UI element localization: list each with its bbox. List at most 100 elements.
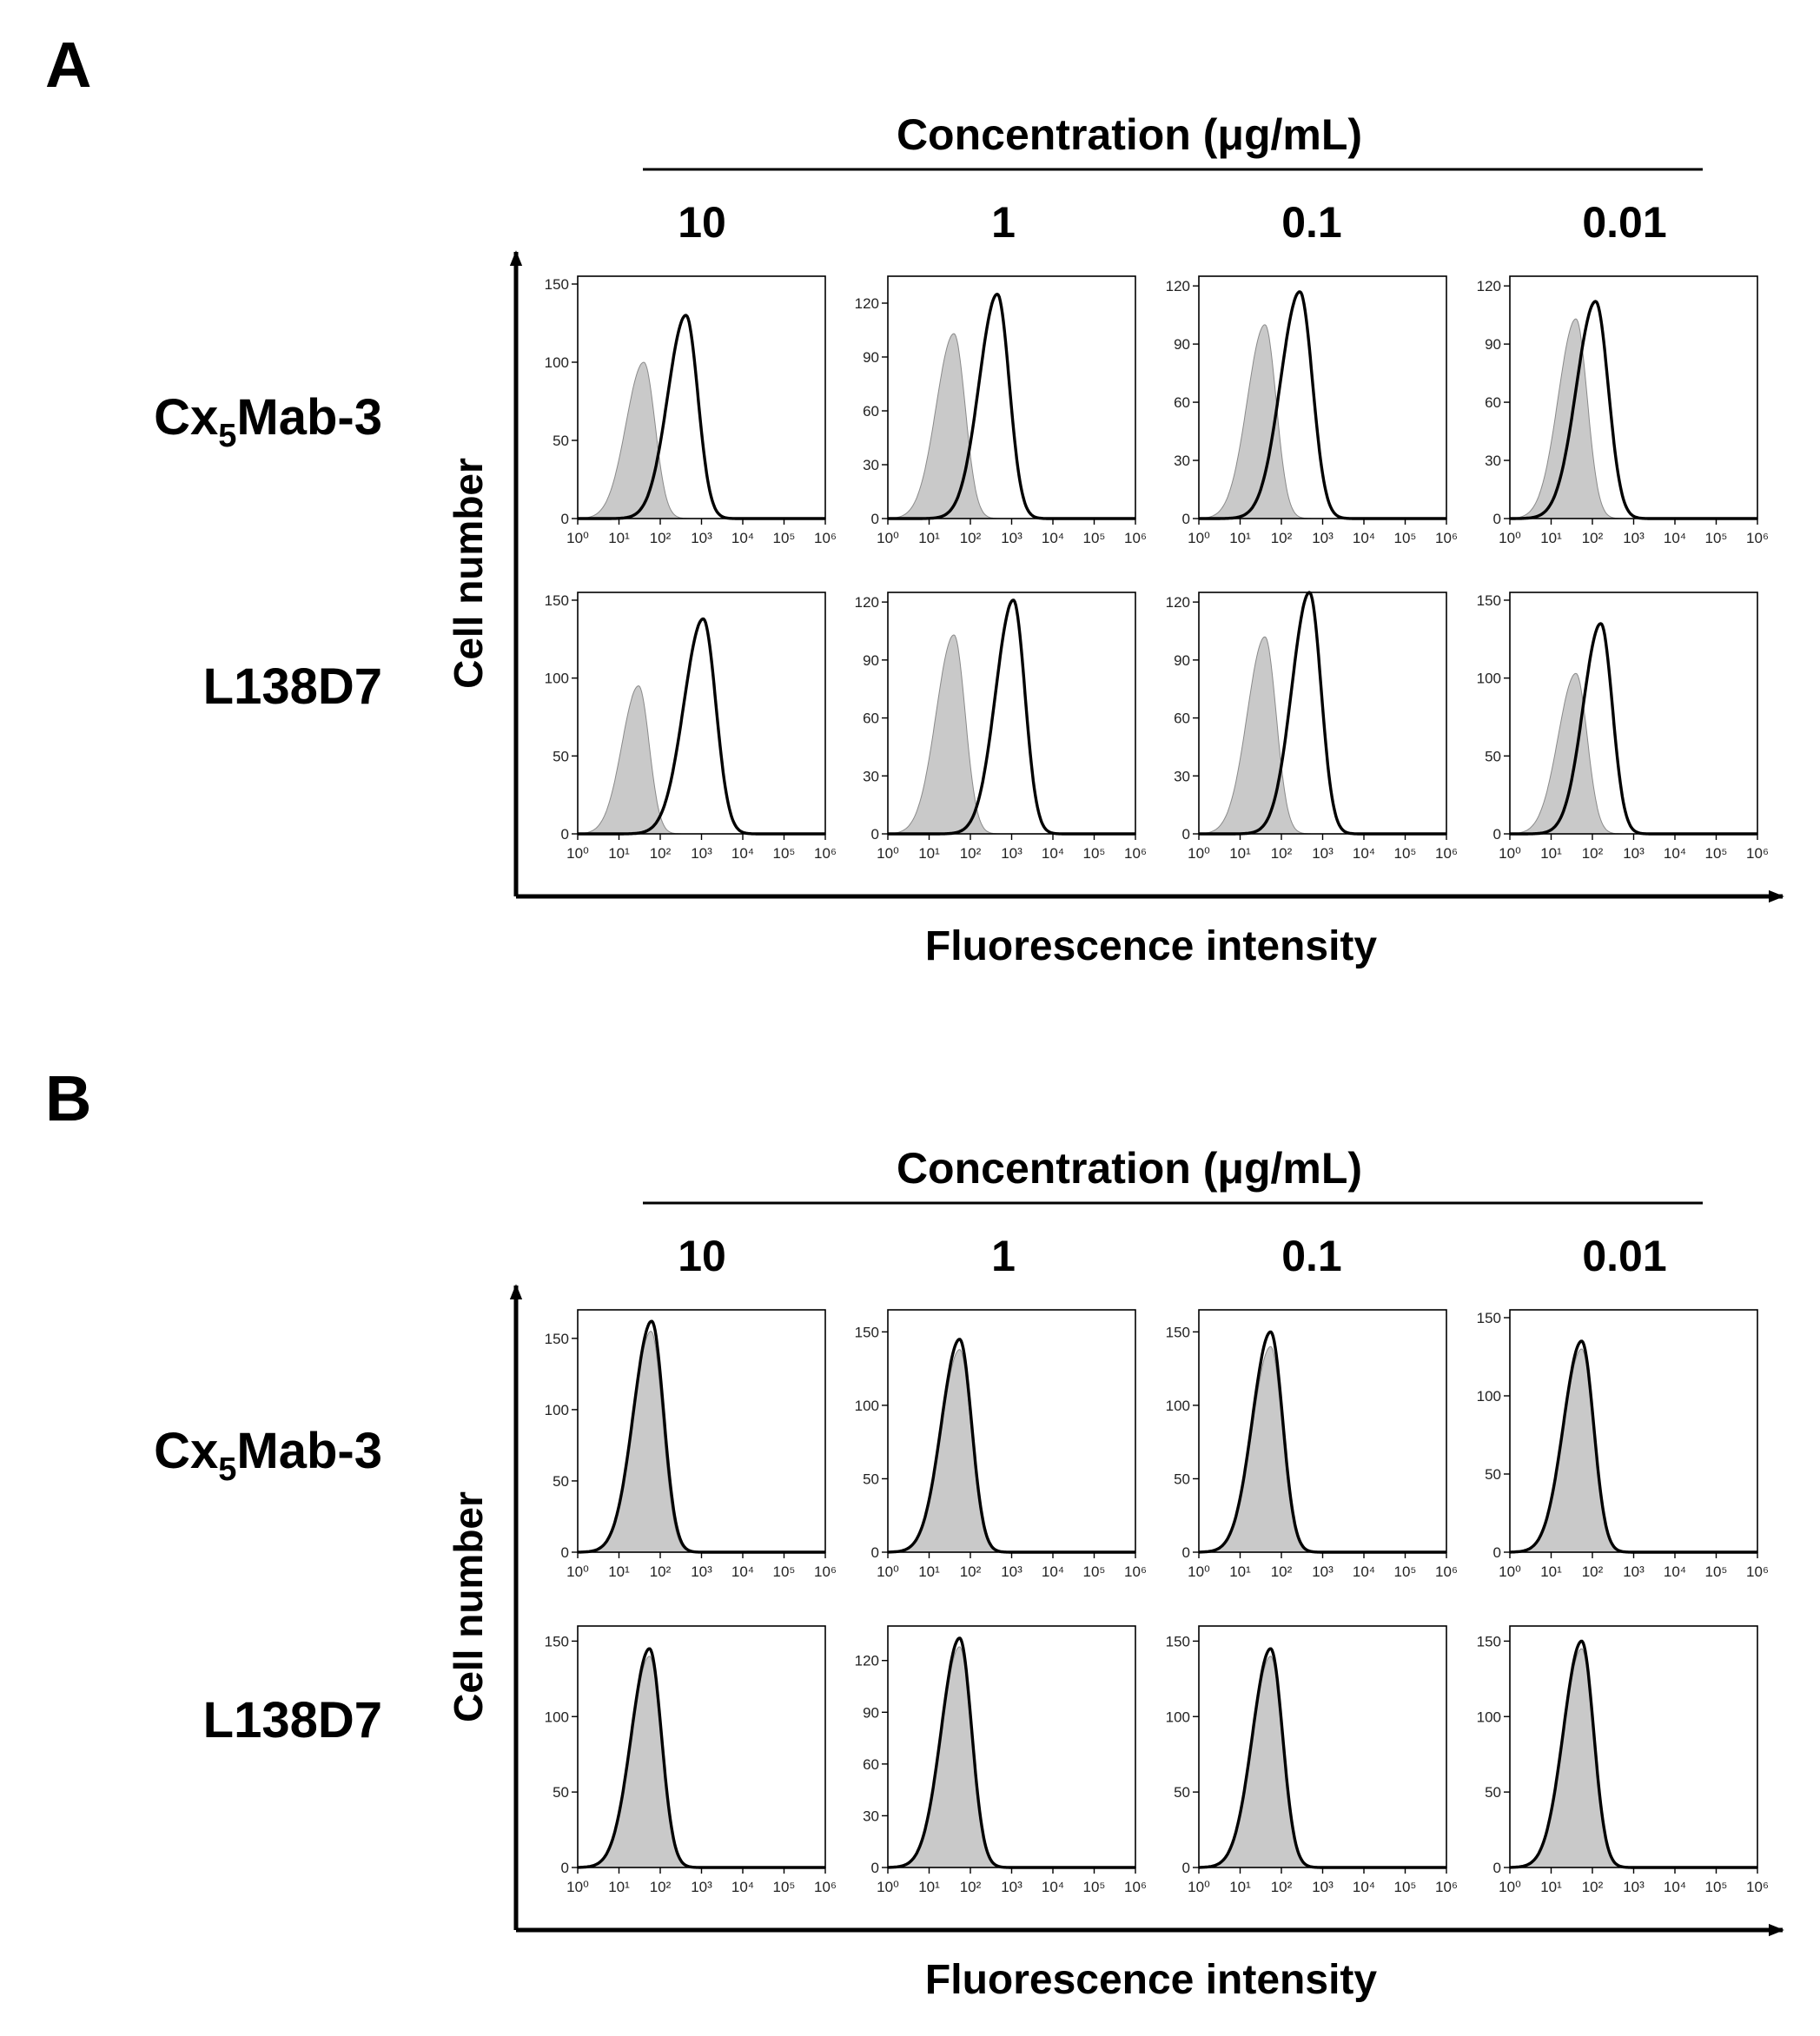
y-tick-label: 120 [855,594,879,611]
x-tick-label: 10⁵ [773,1563,796,1580]
x-tick-label: 10⁰ [1499,845,1521,862]
y-tick-label: 100 [1477,1709,1501,1725]
control-histogram [1198,324,1446,519]
x-tick-label: 10⁰ [566,530,589,546]
x-tick-label: 10⁵ [1394,530,1417,546]
x-tick-label: 10⁰ [1188,845,1210,862]
x-tick-label: 10³ [1001,1563,1023,1580]
x-tick-label: 10⁴ [1664,845,1686,862]
y-tick-label: 90 [863,1704,879,1721]
histogram-cx5mab-3-1: 0 30 60 90 120 10⁰ 10¹ 10² 10³ 10⁴ 10⁵ 10⁶ [855,275,1147,546]
y-tick-label: 0 [871,1544,879,1561]
y-tick-label: 60 [1485,394,1501,411]
sample-histogram [1509,1639,1758,1869]
x-tick-label: 10⁶ [1124,530,1147,546]
y-tick-label: 60 [863,403,879,420]
x-tick-label: 10⁶ [814,1879,837,1895]
x-tick-label: 10³ [1623,530,1645,546]
x-tick-label: 10⁰ [566,1563,589,1580]
y-tick-label: 150 [1477,1633,1501,1649]
y-tick-label: 90 [863,652,879,669]
x-tick-label: 10³ [1623,1563,1645,1580]
histogram-l138d7-10: 0 50 100 150 10⁰ 10¹ 10² 10³ 10⁴ 10⁵ 10⁶ [545,592,837,862]
x-tick-label: 10³ [691,1563,712,1580]
x-tick-label: 10⁵ [1705,845,1728,862]
x-tick-label: 10⁵ [773,530,796,546]
y-tick-label: 150 [545,1633,569,1649]
x-tick-label: 10⁵ [1705,1563,1728,1580]
control-histogram [887,634,1135,835]
x-tick-label: 10² [650,845,672,862]
y-tick-label: 150 [1166,1324,1190,1340]
y-tick-label: 0 [561,1544,569,1561]
x-tick-label: 10¹ [918,1563,940,1580]
x-tick-label: 10³ [1623,1879,1645,1895]
y-tick-label: 120 [855,1653,879,1669]
histogram-l138d7-1: 0 30 60 90 120 10⁰ 10¹ 10² 10³ 10⁴ 10⁵ 10⁶ [855,1625,1147,1895]
x-tick-label: 10⁴ [1664,1879,1686,1895]
y-tick-label: 150 [545,276,569,293]
y-tick-label: 0 [1493,511,1501,527]
y-tick-label: 50 [553,1473,569,1490]
y-tick-label: 50 [1485,748,1501,764]
concentration-label-0.1: 0.1 [1281,198,1342,247]
y-tick-label: 60 [863,711,879,727]
x-tick-label: 10² [650,1563,672,1580]
x-tick-label: 10⁴ [1664,530,1686,546]
x-tick-label: 10⁶ [1124,1563,1147,1580]
x-tick-label: 10² [650,530,672,546]
y-tick-label: 150 [1166,1633,1190,1649]
y-tick-label: 100 [855,1398,879,1414]
histogram-cx5mab-3-0.01: 0 50 100 150 10⁰ 10¹ 10² 10³ 10⁴ 10⁵ 10⁶ [1477,1309,1769,1580]
histogram-cx5mab-3-0.01: 0 30 60 90 120 10⁰ 10¹ 10² 10³ 10⁴ 10⁵ 10⁶ [1477,275,1769,546]
x-tick-label: 10² [1582,1563,1604,1580]
y-tick-label: 100 [1477,1388,1501,1405]
x-tick-label: 10² [1582,845,1604,862]
x-tick-label: 10¹ [1229,845,1251,862]
x-tick-label: 10³ [1312,530,1334,546]
histogram-cx5mab-3-0.1: 0 50 100 150 10⁰ 10¹ 10² 10³ 10⁴ 10⁵ 10⁶ [1166,1309,1458,1580]
y-tick-label: 90 [863,349,879,366]
x-tick-label: 10⁵ [1394,845,1417,862]
x-tick-label: 10⁵ [773,845,796,862]
y-tick-label: 30 [1485,453,1501,469]
x-tick-label: 10² [960,845,982,862]
x-tick-label: 10⁴ [1042,1563,1064,1580]
x-tick-label: 10⁵ [1394,1879,1417,1895]
x-tick-label: 10⁶ [1746,845,1769,862]
y-tick-label: 150 [545,592,569,609]
y-tick-label: 60 [1174,394,1190,411]
sample-histogram [577,1647,826,1869]
y-tick-label: 100 [1477,671,1501,687]
x-tick-label: 10³ [691,1879,712,1895]
x-tick-label: 10² [1271,530,1293,546]
x-tick-label: 10¹ [1540,530,1562,546]
sample-histogram [1198,1647,1447,1869]
x-tick-label: 10⁶ [1435,1563,1458,1580]
panel-b: B Concentration (μg/mL) 10 1 0.1 0.01 Cell num… [45,1062,1784,2003]
x-tick-label: 10⁶ [1124,1879,1147,1895]
x-tick-label: 10⁰ [1499,530,1521,546]
antibody-label-cx5mab3: Cx5Mab-3 [154,1423,382,1488]
control-histogram [1509,318,1757,519]
sample-histogram [887,1636,1136,1869]
x-tick-label: 10⁰ [1499,1563,1521,1580]
x-tick-label: 10⁵ [1083,1563,1106,1580]
x-tick-label: 10¹ [1540,1879,1562,1895]
y-tick-label: 50 [863,1471,879,1487]
y-tick-label: 90 [1174,336,1190,353]
y-tick-label: 0 [1493,1860,1501,1876]
sample-histogram [887,1338,1136,1554]
y-tick-label: 0 [1182,1860,1190,1876]
y-tick-label: 120 [855,295,879,312]
concentration-label-0.01: 0.01 [1582,198,1666,247]
x-tick-label: 10⁰ [566,845,589,862]
y-tick-label: 100 [1166,1398,1190,1414]
x-tick-label: 10¹ [918,1879,940,1895]
control-histogram [577,685,825,835]
sample-histogram [577,1319,826,1554]
sample-histogram [1509,1339,1758,1554]
sample-histogram [1198,1330,1447,1554]
x-tick-label: 10³ [1312,1563,1334,1580]
